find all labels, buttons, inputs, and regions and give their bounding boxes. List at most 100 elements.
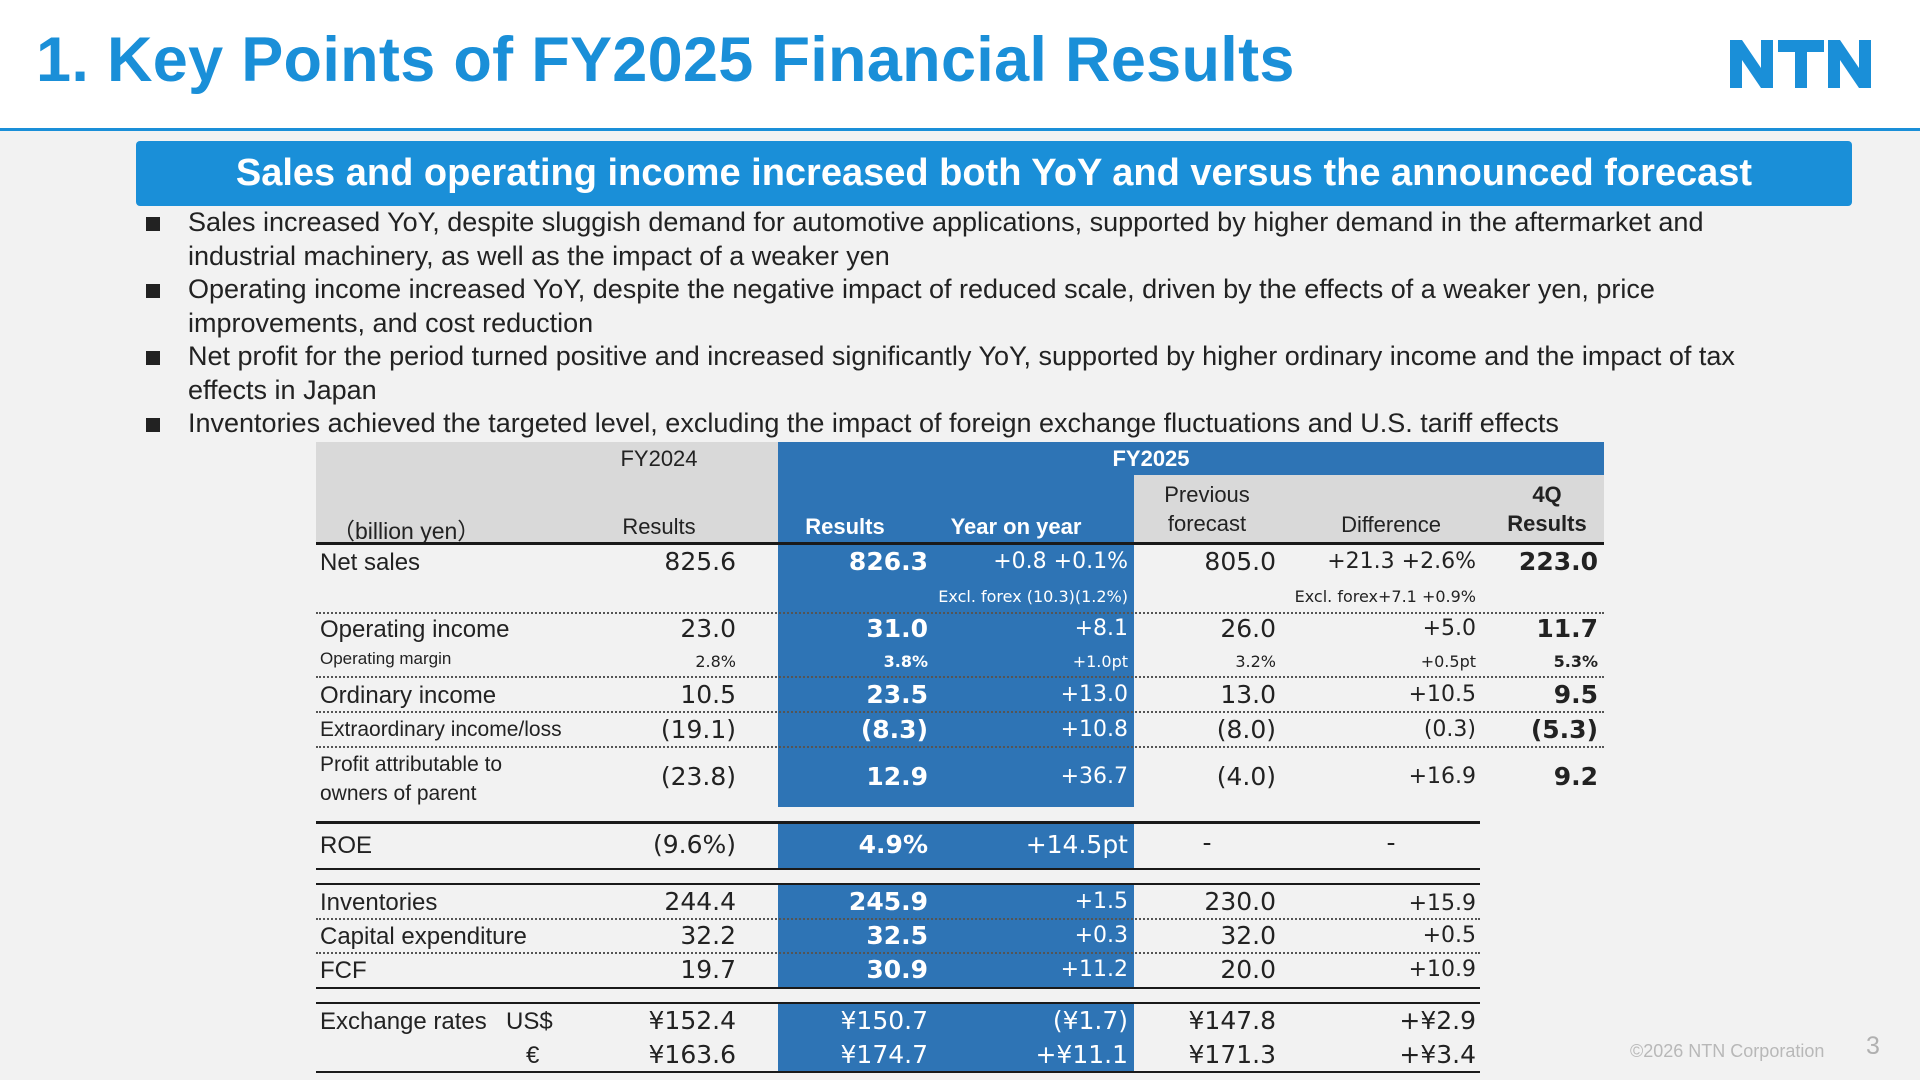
bullet-list: Sales increased YoY, despite sluggish de…	[146, 206, 1796, 441]
row-label-operating-margin: Operating margin	[320, 649, 452, 668]
inventories-forecast: 230.0	[1204, 887, 1276, 916]
capex-difference: +0.5	[1422, 923, 1476, 948]
profit-forecast: (4.0)	[1216, 762, 1276, 791]
section-rule	[316, 1002, 1480, 1004]
ordinary-income-difference: +10.5	[1408, 682, 1476, 707]
row-label-inventories: Inventories	[320, 889, 438, 916]
bullet-line: Inventories achieved the targeted level,…	[188, 408, 1559, 438]
col-header-4q-results: Results	[1507, 511, 1587, 536]
currency-usd: US$	[506, 1008, 553, 1035]
square-bullet-icon	[146, 418, 160, 432]
table-header-bg-forecast	[1134, 475, 1604, 543]
capex-yoy: +0.3	[1074, 923, 1128, 948]
extraordinary-forecast: (8.0)	[1216, 715, 1276, 744]
fy2025-fx-band	[778, 1003, 1134, 1072]
fx-usd-difference: +¥2.9	[1399, 1006, 1476, 1035]
roe-fy2025: 4.9%	[858, 830, 928, 859]
inventories-difference: +15.9	[1408, 891, 1476, 916]
fx-usd-yoy: (¥1.7)	[1052, 1006, 1128, 1035]
ordinary-income-fy2025: 23.5	[866, 680, 928, 709]
fx-eur-difference: +¥3.4	[1399, 1040, 1476, 1069]
ordinary-income-yoy: +13.0	[1060, 682, 1128, 707]
bullet-line: industrial machinery, as well as the imp…	[188, 240, 890, 271]
fy2025-header-band	[778, 442, 1604, 475]
col-header-results-fy2025: Results	[805, 514, 885, 539]
profit-fy2024: (23.8)	[660, 762, 736, 791]
col-header-yoy: Year on year	[950, 514, 1082, 539]
copyright: ©2026 NTN Corporation	[1630, 1041, 1825, 1061]
header-rule	[316, 542, 1604, 545]
net-sales-forecast: 805.0	[1204, 547, 1276, 576]
table-header-bg-fy2024	[316, 442, 778, 543]
fcf-fy2025: 30.9	[866, 955, 928, 984]
row-label-profit-attributable: Profit attributable to owners of parent	[320, 750, 502, 808]
net-sales-fy2025: 826.3	[848, 547, 928, 576]
operating-margin-fy2024: 2.8%	[695, 652, 736, 671]
extraordinary-fy2025: (8.3)	[860, 715, 928, 744]
row-divider	[316, 952, 1480, 954]
ordinary-income-forecast: 13.0	[1220, 680, 1276, 709]
row-label-capex: Capital expenditure	[320, 923, 527, 950]
roe-yoy: +14.5pt	[1025, 830, 1128, 859]
ntn-logo	[1730, 40, 1871, 88]
col-header-results-fy2024: Results	[622, 514, 696, 539]
capex-forecast: 32.0	[1220, 921, 1276, 950]
ordinary-income-4q: 9.5	[1553, 680, 1598, 709]
square-bullet-icon	[146, 284, 160, 298]
row-label-ordinary-income: Ordinary income	[320, 682, 497, 709]
fx-eur-forecast: ¥171.3	[1188, 1040, 1276, 1069]
page-number: 3	[1866, 1032, 1880, 1060]
row-label-exchange-rates: Exchange rates	[320, 1008, 487, 1035]
bullet-line: effects in Japan	[188, 374, 377, 405]
extraordinary-fy2024: (19.1)	[660, 715, 736, 744]
ordinary-income-fy2024: 10.5	[680, 680, 736, 709]
inventories-yoy: +1.5	[1074, 889, 1128, 914]
capex-fy2024: 32.2	[680, 921, 736, 950]
row-label-net-sales: Net sales	[320, 549, 421, 576]
operating-income-yoy: +8.1	[1074, 616, 1128, 641]
net-sales-yoy-excl-forex: Excl. forex (10.3)(1.2%)	[938, 587, 1128, 606]
profit-yoy: +36.7	[1060, 764, 1128, 789]
col-header-previous: Previous	[1164, 482, 1250, 507]
roe-fy2024: (9.6%)	[652, 830, 736, 859]
operating-income-difference: +5.0	[1422, 616, 1476, 641]
operating-income-4q: 11.7	[1536, 614, 1598, 643]
square-bullet-icon	[146, 351, 160, 365]
profit-difference: +16.9	[1408, 764, 1476, 789]
fy2025-roe-band	[778, 823, 1134, 868]
fcf-forecast: 20.0	[1220, 955, 1276, 984]
section-rule	[316, 883, 1480, 885]
fy2025-inventory-band	[778, 884, 1134, 988]
row-label-fcf: FCF	[320, 957, 367, 984]
operating-margin-forecast: 3.2%	[1235, 652, 1276, 671]
slide-header: 1. Key Points of FY2025 Financial Result…	[0, 0, 1920, 131]
extraordinary-difference: (0.3)	[1423, 717, 1476, 742]
unit-label: （billion yen）	[332, 518, 481, 544]
fcf-difference: +10.9	[1408, 957, 1476, 982]
capex-fy2025: 32.5	[866, 921, 928, 950]
fx-eur-fy2025: ¥174.7	[840, 1040, 928, 1069]
extraordinary-4q: (5.3)	[1530, 715, 1598, 744]
col-header-difference: Difference	[1341, 512, 1441, 537]
col-header-fy2025: FY2025	[1112, 446, 1190, 471]
extraordinary-yoy: +10.8	[1060, 717, 1128, 742]
profit-label-line: owners of parent	[320, 782, 477, 805]
net-sales-difference: +21.3 +2.6%	[1327, 549, 1476, 574]
key-message-banner: Sales and operating income increased bot…	[136, 141, 1852, 206]
row-label-operating-income: Operating income	[320, 616, 510, 643]
profit-label-line: Profit attributable to	[320, 753, 503, 776]
section-rule	[316, 987, 1480, 989]
section-rule	[316, 868, 1480, 870]
page-title: 1. Key Points of FY2025 Financial Result…	[36, 25, 1295, 95]
fx-eur-yoy: +¥11.1	[1035, 1040, 1128, 1069]
section-rule	[316, 822, 1480, 824]
inventories-fy2025: 245.9	[848, 887, 928, 916]
col-header-forecast: forecast	[1167, 511, 1247, 536]
profit-fy2025: 12.9	[866, 762, 928, 791]
currency-eur: €	[526, 1042, 540, 1069]
net-sales-diff-excl-forex: Excl. forex+7.1 +0.9%	[1294, 587, 1476, 606]
operating-income-fy2025: 31.0	[866, 614, 928, 643]
row-label-extraordinary: Extraordinary income/loss	[320, 718, 562, 741]
bullet-line: Operating income increased YoY, despite …	[188, 274, 1655, 304]
section-rule	[316, 1071, 1480, 1073]
